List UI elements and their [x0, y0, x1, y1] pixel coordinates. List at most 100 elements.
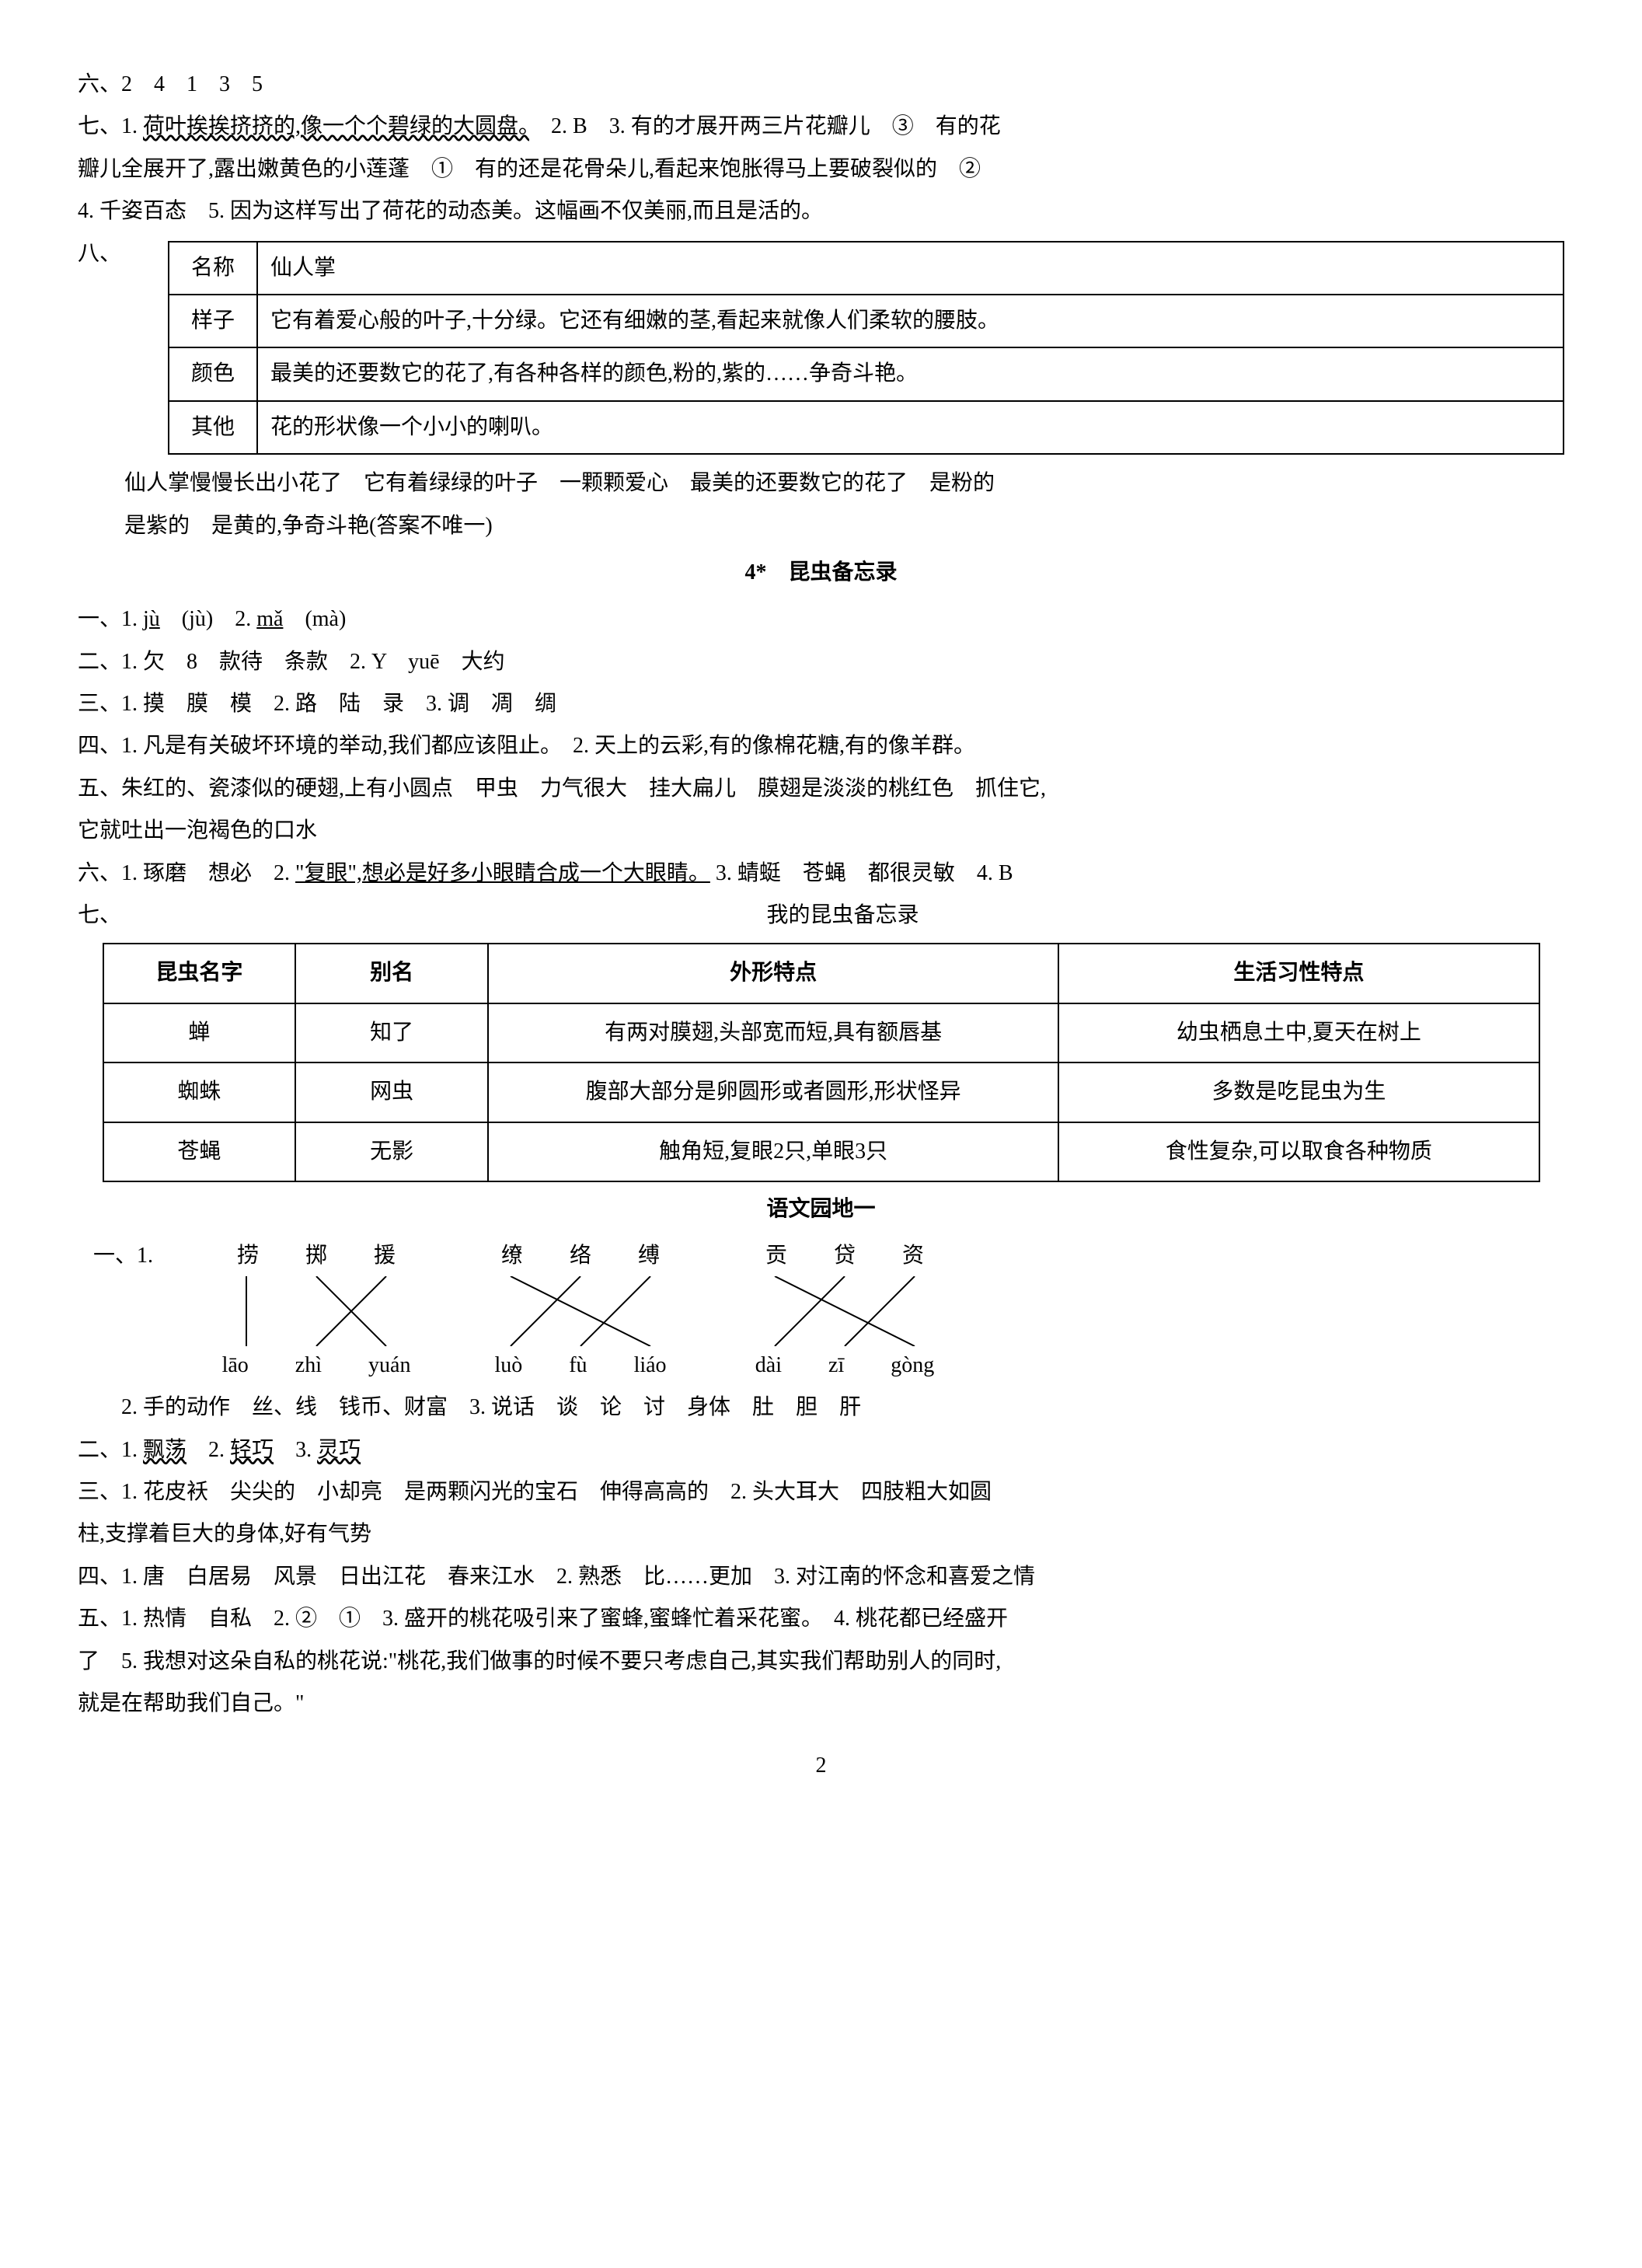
cross-lines-icon — [744, 1276, 946, 1346]
td: 触角短,复眼2只,单眼3只 — [488, 1122, 1058, 1181]
s4-q5-l2: 它就吐出一泡褐色的口水 — [78, 811, 1564, 850]
yw-q2a: 二、1. — [78, 1438, 143, 1462]
cross-bot-pinyin: luò — [494, 1346, 522, 1385]
cross-group-1: 捞掷援lāozhìyuán — [215, 1237, 417, 1385]
page-number: 2 — [78, 1746, 1564, 1785]
cross-bot-pinyin: liáo — [634, 1346, 667, 1385]
s4-q7-title: 我的昆虫备忘录 — [121, 896, 1564, 935]
s4-q6c: 3. 蜻蜓 苍蝇 都很灵敏 4. B — [710, 861, 1013, 885]
yw-q4: 四、1. 唐 白居易 风景 日出江花 春来江水 2. 熟悉 比……更加 3. 对… — [78, 1558, 1564, 1596]
yw-q2f-wavy: 灵巧 — [317, 1438, 361, 1462]
cell-value: 最美的还要数它的花了,有各种各样的颜色,粉的,紫的……争奇斗艳。 — [257, 347, 1564, 400]
table-header-row: 昆虫名字 别名 外形特点 生活习性特点 — [103, 944, 1539, 1003]
s4-q2: 二、1. 欠 8 款待 条款 2. Y yuē 大约 — [78, 643, 1564, 682]
s4-q3: 三、1. 摸 膜 模 2. 路 陆 录 3. 调 凋 绸 — [78, 685, 1564, 724]
title-lesson4: 4* 昆虫备忘录 — [78, 553, 1564, 592]
cell-value: 花的形状像一个小小的喇叭。 — [257, 401, 1564, 454]
cell-label: 其他 — [169, 401, 257, 454]
s4-q6a: 六、1. 琢磨 想必 2. — [78, 861, 295, 885]
q8-below2: 是紫的 是黄的,争奇斗艳(答案不唯一) — [78, 507, 1564, 546]
table-row: 蝉 知了 有两对膜翅,头部宽而短,具有额唇基 幼虫栖息土中,夏天在树上 — [103, 1003, 1539, 1062]
cross-bot-pinyin: zī — [828, 1346, 844, 1385]
th: 昆虫名字 — [103, 944, 296, 1003]
yw-q1-l2: 2. 手的动作 丝、线 钱币、财富 3. 说话 谈 论 讨 身体 肚 胆 肝 — [78, 1388, 1564, 1427]
th: 生活习性特点 — [1058, 944, 1539, 1003]
yw-q2b-wavy: 飘荡 — [143, 1438, 187, 1462]
cross-top-char: 缚 — [638, 1237, 660, 1275]
td: 苍蝇 — [103, 1122, 296, 1181]
cross-group-3: 贡 贷 资 dài zī gòng — [744, 1237, 946, 1385]
td: 食性复杂,可以取食各种物质 — [1058, 1122, 1539, 1181]
td: 幼虫栖息土中,夏天在树上 — [1058, 1003, 1539, 1062]
cross-top-char: 贷 — [834, 1237, 856, 1275]
yw-q5-l1: 五、1. 热情 自私 2. ② ① 3. 盛开的桃花吸引来了蜜蜂,蜜蜂忙着采花蜜… — [78, 1600, 1564, 1638]
yw-q2: 二、1. 飘荡 2. 轻巧 3. 灵巧 — [78, 1431, 1564, 1470]
yw-q3-l2: 柱,支撑着巨大的身体,好有气势 — [78, 1515, 1564, 1554]
s4-q1b-u: jù — [143, 607, 160, 631]
cross-bot-pinyin: fù — [569, 1346, 587, 1385]
cell-value: 它有着爱心般的叶子,十分绿。它还有细嫩的茎,看起来就像人们柔软的腰肢。 — [257, 295, 1564, 347]
cross-top-char: 援 — [374, 1237, 396, 1275]
table-row: 名称仙人掌 — [169, 242, 1564, 295]
cross-bot-pinyin: dài — [755, 1346, 782, 1385]
td: 无影 — [295, 1122, 488, 1181]
cross-top-char: 资 — [902, 1237, 924, 1275]
cross-matching-row: 一、1. 捞掷援lāozhìyuán 缭络缚luòfùliáo 贡贷资dàizī… — [93, 1237, 1564, 1385]
yw-q1-prefix: 一、1. — [93, 1237, 153, 1275]
table-row: 颜色最美的还要数它的花了,有各种各样的颜色,粉的,紫的……争奇斗艳。 — [169, 347, 1564, 400]
s4-q7-row: 七、 我的昆虫备忘录 — [78, 896, 1564, 935]
cross-bot-pinyin: gòng — [891, 1346, 934, 1385]
yw-q5-l2: 了 5. 我想对这朵自私的桃花说:"桃花,我们做事的时候不要只考虑自己,其实我们… — [78, 1642, 1564, 1681]
cross-bot-pinyin: lāo — [222, 1346, 249, 1385]
td: 多数是吃昆虫为生 — [1058, 1062, 1539, 1122]
cross-bot-pinyin: zhì — [295, 1346, 322, 1385]
q8-below1: 仙人掌慢慢长出小花了 它有着绿绿的叶子 一颗颗爱心 最美的还要数它的花了 是粉的 — [78, 464, 1564, 503]
q7-l1b-wavy: 荷叶挨挨挤挤的,像一个个碧绿的大圆盘。 — [143, 114, 529, 138]
cross-bot-pinyin: yuán — [368, 1346, 410, 1385]
cross-top-char: 贡 — [765, 1237, 787, 1275]
yw-q5-l3: 就是在帮助我们自己。" — [78, 1684, 1564, 1723]
yw-q3-l1: 三、1. 花皮袄 尖尖的 小却亮 是两颗闪光的宝石 伸得高高的 2. 头大耳大 … — [78, 1473, 1564, 1512]
yw-q2c: 2. — [187, 1438, 230, 1462]
td: 有两对膜翅,头部宽而短,具有额唇基 — [488, 1003, 1058, 1062]
td: 蝉 — [103, 1003, 296, 1062]
cross-lines-icon — [215, 1276, 417, 1346]
q7-l1a: 七、1. — [78, 114, 143, 138]
s4-q1c: (jù) 2. — [160, 607, 256, 631]
cell-label: 样子 — [169, 295, 257, 347]
q6-line: 六、2 4 1 3 5 — [78, 65, 1564, 104]
s4-q5-l1: 五、朱红的、瓷漆似的硬翅,上有小圆点 甲虫 力气很大 挂大扁儿 膜翅是淡淡的桃红… — [78, 769, 1564, 808]
cell-label: 名称 — [169, 242, 257, 295]
td: 腹部大部分是卵圆形或者圆形,形状怪异 — [488, 1062, 1058, 1122]
cell-label: 颜色 — [169, 347, 257, 400]
s4-q1: 一、1. jù (jù) 2. mǎ (mà) — [78, 600, 1564, 639]
cross-top-char: 捞 — [237, 1237, 259, 1275]
s4-q1e: (mà) — [283, 607, 346, 631]
table-row: 样子它有着爱心般的叶子,十分绿。它还有细嫩的茎,看起来就像人们柔软的腰肢。 — [169, 295, 1564, 347]
th: 外形特点 — [488, 944, 1058, 1003]
s4-q6: 六、1. 琢磨 想必 2. "复眼",想必是好多小眼睛合成一个大眼睛。 3. 蜻… — [78, 854, 1564, 893]
s4-q7-prefix: 七、 — [78, 896, 121, 935]
cross-lines-icon — [479, 1276, 682, 1346]
td: 蜘蛛 — [103, 1062, 296, 1122]
td: 网虫 — [295, 1062, 488, 1122]
q7-line3: 4. 千姿百态 5. 因为这样写出了荷花的动态美。这幅画不仅美丽,而且是活的。 — [78, 192, 1564, 231]
s4-q4: 四、1. 凡是有关破坏环境的举动,我们都应该阻止。 2. 天上的云彩,有的像棉花… — [78, 727, 1564, 766]
yw-q2e: 3. — [274, 1438, 317, 1462]
table-row: 蜘蛛 网虫 腹部大部分是卵圆形或者圆形,形状怪异 多数是吃昆虫为生 — [103, 1062, 1539, 1122]
s4-q6b-u: "复眼",想必是好多小眼睛合成一个大眼睛。 — [295, 861, 710, 885]
cross-group-2: 缭 络 缚 luò fù liáo — [479, 1237, 682, 1385]
td: 知了 — [295, 1003, 488, 1062]
table-row: 苍蝇 无影 触角短,复眼2只,单眼3只 食性复杂,可以取食各种物质 — [103, 1122, 1539, 1181]
table-insect: 昆虫名字 别名 外形特点 生活习性特点 蝉 知了 有两对膜翅,头部宽而短,具有额… — [103, 943, 1540, 1182]
table-cactus: 名称仙人掌 样子它有着爱心般的叶子,十分绿。它还有细嫩的茎,看起来就像人们柔软的… — [168, 241, 1564, 455]
s4-q1d-u: mǎ — [256, 607, 283, 631]
cross-top-char: 络 — [570, 1237, 591, 1275]
table-row: 其他花的形状像一个小小的喇叭。 — [169, 401, 1564, 454]
q7-line2: 瓣儿全展开了,露出嫩黄色的小莲蓬 ① 有的还是花骨朵儿,看起来饱胀得马上要破裂似… — [78, 150, 1564, 189]
cross-top-char: 缭 — [501, 1237, 523, 1275]
title-yuwenyuandi: 语文园地一 — [78, 1190, 1564, 1229]
yw-q2d-wavy: 轻巧 — [230, 1438, 274, 1462]
cell-value: 仙人掌 — [257, 242, 1564, 295]
q8-prefix: 八、 — [78, 235, 121, 462]
